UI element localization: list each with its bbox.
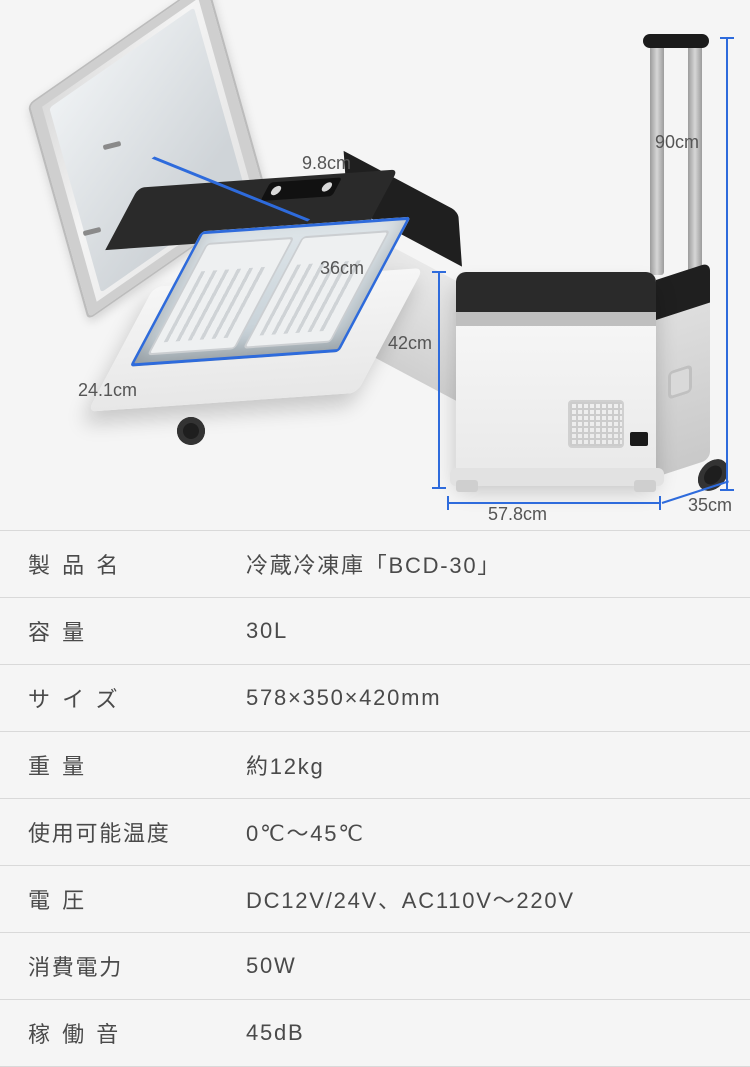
spec-value: 30L [218, 598, 750, 665]
cooler-closed-body [456, 272, 700, 490]
dimension-label-width: 24.1cm [78, 380, 137, 401]
table-row: 重量 約12kg [0, 732, 750, 799]
foot [456, 480, 478, 492]
spec-table: 製品名 冷蔵冷凍庫「BCD-30」 容量 30L サイズ 578×350×420… [0, 530, 750, 1067]
table-row: 電圧 DC12V/24V、AC110V～220V [0, 866, 750, 933]
spec-value: 冷蔵冷凍庫「BCD-30」 [218, 531, 750, 598]
telescoping-handle [650, 40, 664, 275]
spec-value: 約12kg [218, 732, 750, 799]
qr-icon [64, 87, 105, 139]
table-row: 容量 30L [0, 598, 750, 665]
table-row: サイズ 578×350×420mm [0, 665, 750, 732]
dimension-label-handle-height: 90cm [655, 132, 699, 153]
handle-grip [643, 34, 709, 48]
spec-label: 電圧 [0, 866, 218, 933]
spec-table-body: 製品名 冷蔵冷凍庫「BCD-30」 容量 30L サイズ 578×350×420… [0, 531, 750, 1067]
spec-value: DC12V/24V、AC110V～220V [218, 866, 750, 933]
power-port-icon [630, 432, 648, 446]
dimension-label-body-depth: 35cm [688, 495, 732, 516]
spec-label: 重量 [0, 732, 218, 799]
spec-label: 消費電力 [0, 933, 218, 1000]
table-row: 稼働音 45dB [0, 1000, 750, 1067]
dimension-label-length: 36cm [320, 258, 364, 279]
page: 9.8cm 36cm 24.1cm [0, 0, 750, 1067]
lid-seam [456, 312, 656, 326]
vent-grille-icon [568, 400, 624, 448]
spec-label: 稼働音 [0, 1000, 218, 1067]
spec-label: サイズ [0, 665, 218, 732]
product-closed-illustration [430, 40, 730, 510]
wheel-icon [177, 417, 205, 445]
dimension-line-body-height [438, 272, 440, 488]
diagram-area: 9.8cm 36cm 24.1cm [0, 0, 750, 530]
foot [634, 480, 656, 492]
dimension-line-body-width [448, 502, 660, 504]
spec-value: 578×350×420mm [218, 665, 750, 732]
spec-value: 50W [218, 933, 750, 1000]
table-row: 使用可能温度 0℃～45℃ [0, 799, 750, 866]
dimension-label-body-height: 42cm [388, 333, 432, 354]
spec-label: 容量 [0, 598, 218, 665]
dimension-line-handle-height [726, 38, 728, 490]
spec-label: 製品名 [0, 531, 218, 598]
lid-front [456, 272, 656, 312]
table-row: 製品名 冷蔵冷凍庫「BCD-30」 [0, 531, 750, 598]
telescoping-handle [688, 40, 702, 275]
spec-value: 45dB [218, 1000, 750, 1067]
table-row: 消費電力 50W [0, 933, 750, 1000]
dimension-label-depth: 9.8cm [302, 153, 351, 174]
base [450, 468, 664, 486]
spec-label: 使用可能温度 [0, 799, 218, 866]
dimension-label-body-width: 57.8cm [488, 504, 547, 525]
spec-value: 0℃～45℃ [218, 799, 750, 866]
product-open-illustration [25, 25, 395, 425]
